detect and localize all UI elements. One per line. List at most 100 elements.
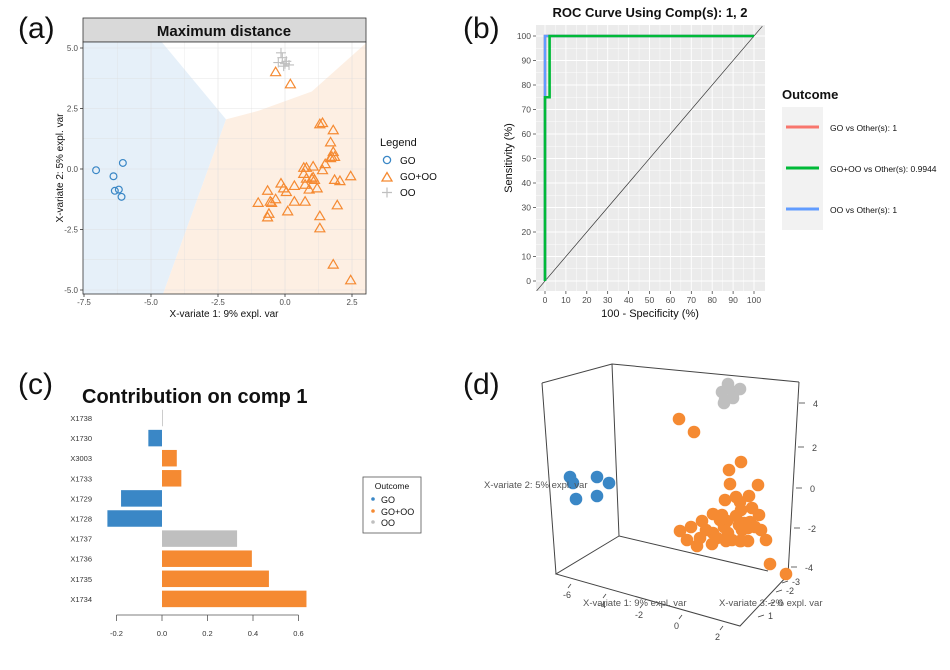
box-bottom-edges (554, 535, 789, 627)
point-gooo (741, 521, 755, 535)
legend-label-gooo: GO+OO vs Other(s): 0.9944 (830, 164, 937, 174)
x-tick-label: 2.5 (346, 298, 358, 307)
z-tick-label: 1 (768, 611, 773, 621)
y-tick-label: -2.5 (64, 226, 78, 235)
point-gooo (299, 178, 312, 189)
panel-a-grid (83, 42, 366, 294)
point-gooo (705, 537, 719, 551)
point-gooo (284, 78, 297, 89)
panel-b-title: ROC Curve Using Comp(s): 1, 2 (552, 5, 747, 20)
legend-dot-go (371, 497, 375, 501)
panel-b-lines (536, 25, 763, 292)
z-tick (775, 589, 783, 593)
point-gooo (316, 164, 329, 175)
x-tick (602, 593, 607, 599)
point-gooo (313, 210, 326, 221)
box-right-edge (787, 381, 800, 576)
point-go (590, 470, 604, 484)
point-gooo (328, 173, 341, 184)
y-tick-label: 30 (522, 203, 532, 213)
point-go (109, 172, 118, 181)
point-gooo (718, 493, 732, 507)
point-go (590, 489, 604, 503)
category-label: X1734 (70, 595, 92, 604)
legend-label-oo: OO vs Other(s): 1 (830, 205, 897, 215)
z-tick (767, 601, 775, 605)
panel-b-xticks: 0 10 20 30 40 50 60 70 80 90 100 (543, 291, 761, 305)
x-tick-label: 30 (603, 295, 613, 305)
point-gooo (319, 157, 332, 169)
point-gooo (261, 211, 274, 222)
point-oo (275, 47, 286, 58)
legend-label-go: GO (400, 156, 416, 167)
y-tick-label: 0.0 (67, 165, 79, 174)
point-gooo (313, 118, 326, 129)
y-tick-label: -2 (808, 524, 816, 534)
panel-d-ylabel: X-variate 2: 5% expl. var (484, 480, 588, 491)
y-tick-label: 80 (522, 80, 532, 90)
z-tick-label: -2 (786, 586, 794, 596)
legend-plus-icon (382, 187, 392, 198)
point-gooo (722, 463, 736, 477)
x-tick-label: 80 (707, 295, 717, 305)
category-label: X1737 (70, 535, 92, 544)
point-gooo (680, 533, 694, 547)
z-tick (757, 614, 765, 618)
x-tick-label: 60 (666, 295, 676, 305)
panel-b-xlabel: 100 - Specificity (%) (601, 308, 699, 320)
legend-label-oo: OO (400, 188, 416, 199)
point-gooo (288, 179, 301, 191)
x-tick (639, 603, 644, 609)
point-gooo (687, 425, 701, 439)
point-go (569, 492, 583, 506)
point-go (602, 476, 616, 490)
bar-x1733 (162, 470, 182, 487)
panel-c-title: Contribution on comp 1 (82, 386, 308, 408)
panel-label-c: (c) (18, 368, 53, 401)
y-tick-label: 20 (522, 227, 532, 237)
point-gooo (299, 195, 312, 206)
point-gooo (333, 174, 346, 186)
x-tick-label: 2 (715, 632, 720, 642)
x-tick-label: -2 (635, 610, 643, 620)
legend-dot-gooo (371, 509, 375, 513)
point-gooo (742, 489, 756, 503)
point-gooo (684, 520, 698, 534)
category-label: X1736 (70, 555, 92, 564)
x-tick-label: 0.6 (293, 629, 303, 638)
x-tick-label: 40 (624, 295, 634, 305)
y-tick-label: 0 (810, 484, 815, 494)
panel-c-bars: Contribution on comp 1 X1738X1730X3003X1… (70, 386, 422, 638)
panel-label-b: (b) (463, 12, 500, 45)
x-tick-label: 0.0 (279, 298, 291, 307)
panel-a-scatter: Maximum distance -7.5 -5.0 -2.5 0.0 2.5 5.0 2… (55, 17, 437, 320)
x-tick-label: 0 (674, 621, 679, 631)
panel-a-xticks: -7.5 -5.0 -2.5 0.0 2.5 (77, 294, 358, 307)
y-tick-label: -5.0 (64, 286, 78, 295)
go-region (83, 42, 227, 294)
point-gooo (288, 195, 301, 206)
bar-x3003 (162, 449, 177, 467)
point-gooo (252, 196, 265, 207)
x-tick-label: -7.5 (77, 298, 91, 307)
point-gooo (779, 567, 793, 581)
x-tick-label: 70 (687, 295, 697, 305)
point-gooo (713, 513, 727, 527)
point-oo (280, 58, 290, 69)
facet-strip (82, 17, 367, 43)
point-gooo (759, 533, 773, 547)
panel-label-a: (a) (18, 12, 55, 45)
point-gooo (690, 539, 704, 553)
y-tick-label: 90 (522, 56, 532, 66)
bar-x1728 (107, 510, 162, 527)
x-tick-label: 0.4 (248, 629, 258, 638)
point-gooo (344, 274, 357, 285)
panel-label-d: (d) (463, 368, 500, 401)
bar-x1737 (162, 530, 238, 547)
y-tick-label: 40 (522, 178, 532, 188)
point-gooo (723, 477, 737, 491)
point-gooo (313, 222, 326, 233)
reference-diagonal (536, 25, 763, 292)
y-tick-label: 70 (522, 105, 532, 115)
panel-d-points (563, 377, 793, 581)
